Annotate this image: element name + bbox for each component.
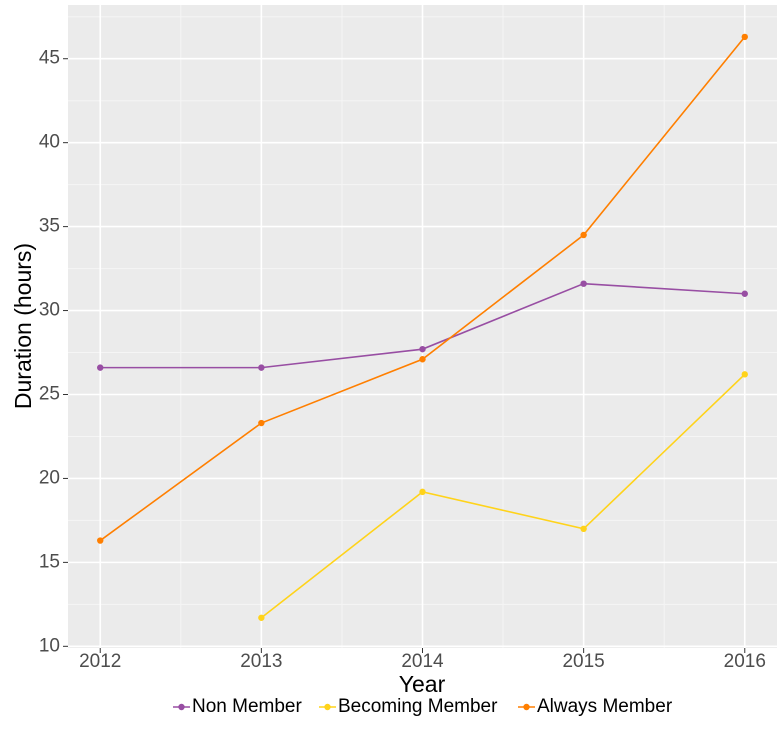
point [741,290,748,297]
point [419,356,426,363]
legend-key [324,703,331,711]
point [97,537,104,544]
point [741,371,748,378]
y-tick-label: 25 [39,384,60,405]
y-tick-label: 45 [39,48,60,69]
legend-text: Becoming Member [338,696,498,717]
point [741,33,748,41]
point [97,364,104,371]
point [580,280,587,287]
y-tick-label: 40 [39,132,60,153]
x-tick-label: 2013 [240,651,282,672]
y-axis-title: Duration (hours) [10,243,36,409]
point [258,364,265,371]
legend-text: Always Member [537,696,673,717]
x-tick-label: 2012 [79,651,121,672]
point [419,345,426,353]
x-tick-label: 2016 [724,651,766,672]
point [258,614,265,621]
point [580,231,587,239]
legend-key [523,703,530,711]
y-tick-label: 10 [39,635,60,656]
x-tick-label: 2015 [562,651,604,672]
x-axis-title: Year [399,671,446,697]
x-tick-label: 2014 [401,651,444,672]
y-tick-label: 30 [39,300,60,321]
point [580,525,587,533]
legend-text: Non Member [192,696,302,717]
y-tick-label: 35 [39,216,60,237]
y-tick-label: 20 [39,467,60,488]
legend-key [178,703,185,711]
point [258,419,265,427]
series-line [260,373,746,619]
point [419,488,426,496]
y-tick-label: 15 [39,551,60,572]
